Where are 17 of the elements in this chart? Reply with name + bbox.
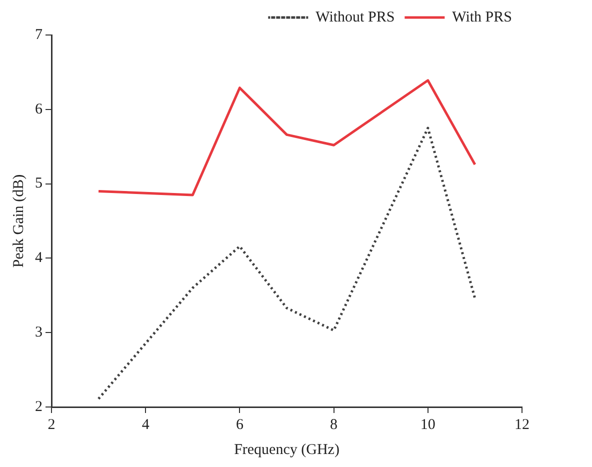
x-tick-label: 4 [142,416,150,433]
y-tick-label: 4 [35,250,43,266]
x-axis-title: Frequency (GHz) [234,442,340,458]
y-tick-label: 3 [35,324,42,341]
line-series [97,126,476,400]
x-tick-label: 8 [330,416,338,433]
y-tick-label: 5 [35,176,42,192]
y-axis-title: Peak Gain (dB) [10,174,27,268]
x-tick-label: 12 [514,416,530,433]
x-tick-label: 10 [420,416,436,433]
x-tick-label: 6 [236,416,244,433]
y-tick-label: 2 [35,398,42,415]
x-tick-label: 2 [48,416,56,433]
legend-label: With PRS [452,9,512,26]
y-tick-label: 7 [35,26,43,43]
legend-label: Without PRS [316,9,395,26]
y-tick-label: 6 [35,101,43,118]
